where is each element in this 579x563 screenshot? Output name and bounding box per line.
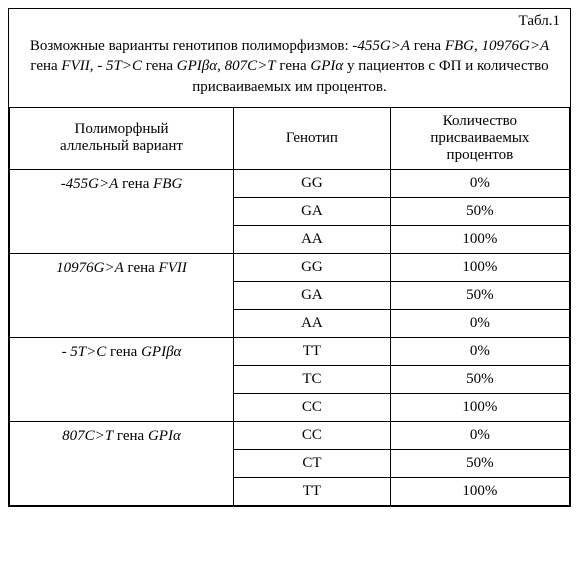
variant-poly: 807C>T — [62, 428, 113, 444]
genotype-cell: GG — [234, 169, 391, 197]
variant-cell: 10976G>A гена FVII — [10, 253, 234, 337]
genotype-cell: GA — [234, 197, 391, 225]
cap-i8: GPIα — [310, 58, 343, 74]
table-header-row: Полиморфный аллельный вариант Генотип Ко… — [10, 107, 570, 169]
variant-mid: гена — [124, 260, 159, 276]
percent-cell: 50% — [390, 281, 569, 309]
percent-cell: 50% — [390, 365, 569, 393]
cap-t6: гена — [142, 58, 177, 74]
genotype-cell: CC — [234, 421, 391, 449]
table-row: -455G>A гена FBG GG 0% — [10, 169, 570, 197]
cap-t1: Возможные варианты генотипов полиморфизм… — [30, 38, 353, 54]
variant-gene: GPIβα — [141, 344, 181, 360]
table-container: Табл.1 Возможные варианты генотипов поли… — [8, 8, 571, 507]
genotype-cell: CT — [234, 449, 391, 477]
genotype-cell: TT — [234, 337, 391, 365]
genotype-table: Полиморфный аллельный вариант Генотип Ко… — [9, 107, 570, 506]
percent-cell: 100% — [390, 225, 569, 253]
cap-i7: 807C>T — [225, 58, 276, 74]
table-caption: Возможные варианты генотипов полиморфизм… — [9, 30, 570, 107]
percent-cell: 0% — [390, 309, 569, 337]
header-percent-l2: присваиваемых — [397, 130, 563, 147]
cap-i5: - 5T>C — [97, 58, 142, 74]
header-percent-l1: Количество — [397, 113, 563, 130]
percent-cell: 0% — [390, 169, 569, 197]
table-row: 807C>T гена GPIα CC 0% — [10, 421, 570, 449]
cap-t4: гена — [30, 58, 61, 74]
genotype-cell: CC — [234, 393, 391, 421]
percent-cell: 50% — [390, 197, 569, 225]
variant-cell: 807C>T гена GPIα — [10, 421, 234, 505]
percent-cell: 50% — [390, 449, 569, 477]
variant-gene: FBG — [153, 176, 182, 192]
genotype-cell: TC — [234, 365, 391, 393]
header-percent-l3: процентов — [397, 147, 563, 164]
table-row: 10976G>A гена FVII GG 100% — [10, 253, 570, 281]
variant-gene: GPIα — [148, 428, 181, 444]
cap-i6: GPIβα — [177, 58, 217, 74]
header-genotype: Генотип — [234, 107, 391, 169]
genotype-cell: TT — [234, 477, 391, 505]
cap-t2: гена — [410, 38, 445, 54]
genotype-cell: GA — [234, 281, 391, 309]
percent-cell: 0% — [390, 421, 569, 449]
variant-mid: гена — [118, 176, 153, 192]
cap-i1: -455G>A — [352, 38, 410, 54]
header-variant: Полиморфный аллельный вариант — [10, 107, 234, 169]
variant-cell: -455G>A гена FBG — [10, 169, 234, 253]
genotype-cell: AA — [234, 309, 391, 337]
cap-i4: FVII — [61, 58, 89, 74]
variant-poly: -455G>A — [61, 176, 119, 192]
percent-cell: 100% — [390, 253, 569, 281]
cap-i2: FBG — [445, 38, 474, 54]
variant-cell: - 5T>C гена GPIβα — [10, 337, 234, 421]
table-label: Табл.1 — [9, 9, 570, 30]
percent-cell: 0% — [390, 337, 569, 365]
variant-mid: гена — [113, 428, 148, 444]
cap-i3: 10976G>A — [482, 38, 550, 54]
percent-cell: 100% — [390, 477, 569, 505]
variant-poly: 10976G>A — [56, 260, 124, 276]
percent-cell: 100% — [390, 393, 569, 421]
header-percent: Количество присваиваемых процентов — [390, 107, 569, 169]
table-row: - 5T>C гена GPIβα TT 0% — [10, 337, 570, 365]
header-variant-l1: Полиморфный — [16, 121, 227, 138]
header-variant-l2: аллельный вариант — [16, 138, 227, 155]
cap-t3: , — [474, 38, 482, 54]
variant-mid: гена — [106, 344, 141, 360]
genotype-cell: AA — [234, 225, 391, 253]
variant-gene: FVII — [159, 260, 187, 276]
variant-poly: - 5T>C — [62, 344, 107, 360]
cap-t8: гена — [276, 58, 311, 74]
table-body: -455G>A гена FBG GG 0% GA 50% AA 100% 10… — [10, 169, 570, 505]
genotype-cell: GG — [234, 253, 391, 281]
cap-t7: , — [217, 58, 225, 74]
